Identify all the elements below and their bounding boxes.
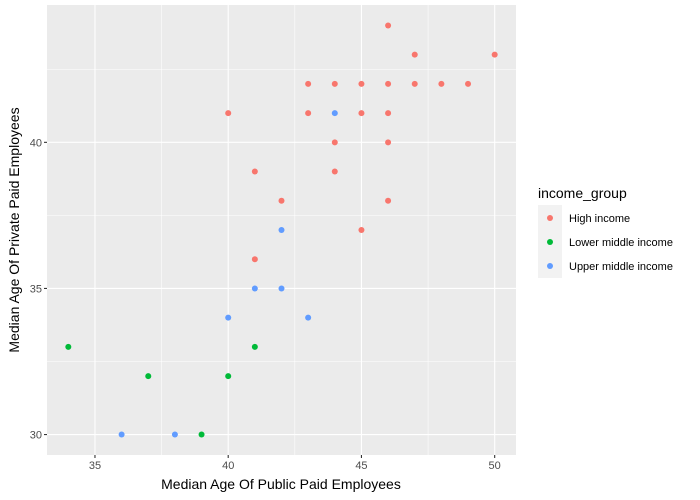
data-point xyxy=(358,110,365,117)
major-grid xyxy=(47,5,516,455)
data-point xyxy=(225,110,232,117)
data-point xyxy=(118,431,125,438)
data-points xyxy=(65,22,498,438)
data-point xyxy=(251,256,258,263)
legend-key xyxy=(547,263,553,269)
data-point xyxy=(278,227,285,233)
data-point xyxy=(331,80,338,87)
data-point xyxy=(278,197,285,204)
legend-label: Upper middle income xyxy=(569,261,673,273)
data-point xyxy=(251,285,258,292)
data-point xyxy=(145,373,152,380)
data-point xyxy=(331,139,338,146)
legend-key xyxy=(547,215,553,221)
data-point xyxy=(491,51,498,58)
y-tick-label: 40 xyxy=(30,137,42,149)
data-point xyxy=(385,22,392,29)
data-point xyxy=(305,314,312,321)
data-point xyxy=(358,80,365,87)
data-point xyxy=(251,343,258,350)
data-point xyxy=(385,197,392,204)
x-tick-label: 45 xyxy=(355,460,367,472)
data-point xyxy=(278,285,285,292)
data-point xyxy=(385,139,392,146)
x-tick-label: 50 xyxy=(489,460,501,472)
data-point xyxy=(438,80,445,87)
data-point xyxy=(411,51,418,58)
data-point xyxy=(251,168,258,175)
y-tick-label: 30 xyxy=(30,430,42,442)
data-point xyxy=(331,110,338,117)
data-point xyxy=(465,80,472,87)
data-point xyxy=(198,431,205,438)
data-point xyxy=(225,314,232,321)
legend-title: income_group xyxy=(538,185,627,201)
data-point xyxy=(305,110,312,117)
y-axis-title: Median Age Of Private Paid Employees xyxy=(6,107,22,352)
data-point xyxy=(305,80,312,87)
minor-grid xyxy=(47,5,516,455)
data-point xyxy=(411,80,418,87)
x-tick-label: 40 xyxy=(222,460,234,472)
x-tick-label: 35 xyxy=(89,460,101,472)
x-axis-title: Median Age Of Public Paid Employees xyxy=(161,476,401,492)
data-point xyxy=(385,80,392,87)
legend-label: Lower middle income xyxy=(569,237,673,249)
data-point xyxy=(171,431,178,438)
y-tick-label: 35 xyxy=(30,283,42,295)
data-point xyxy=(225,373,232,380)
y-axis-ticks: 30 35 40 xyxy=(30,137,47,442)
legend-key xyxy=(547,239,553,245)
legend-label: High income xyxy=(569,213,630,225)
data-point xyxy=(65,343,72,350)
data-point xyxy=(385,110,392,117)
x-axis-ticks: 35 40 45 50 xyxy=(89,455,501,472)
data-point xyxy=(358,227,365,233)
data-point xyxy=(331,168,338,175)
legend: income_group High income Lower middle inc… xyxy=(538,185,673,278)
